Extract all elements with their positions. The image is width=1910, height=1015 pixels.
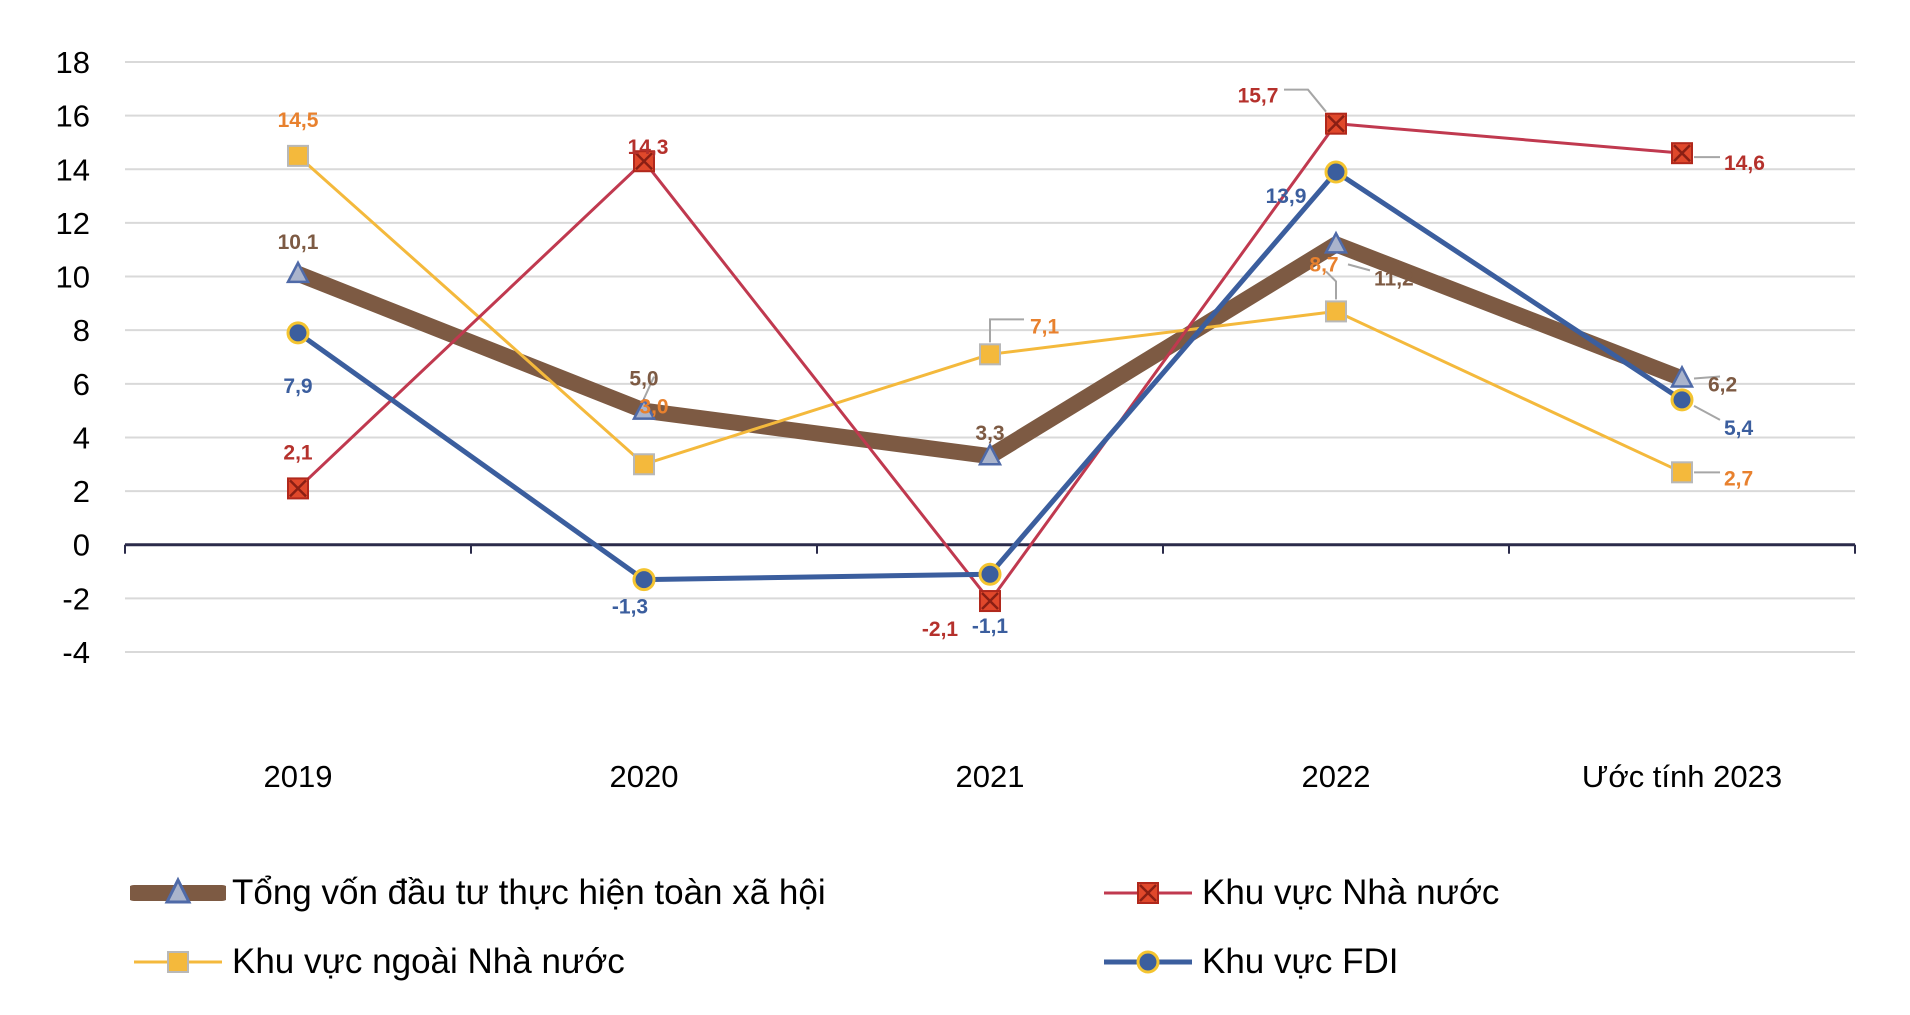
x-tick-label: 2022 xyxy=(1302,759,1371,794)
point-marker xyxy=(1325,300,1347,323)
x-axis xyxy=(124,543,1856,554)
leader-line xyxy=(1325,270,1337,300)
data-label: 13,9 xyxy=(1266,185,1307,208)
x-axis-ticks: 2019 2020 2021 2022 Ước tính 2023 xyxy=(264,759,1783,794)
series-2 xyxy=(287,144,1693,484)
data-label: 8,7 xyxy=(1309,253,1338,276)
leader-line xyxy=(1284,88,1327,113)
point-marker xyxy=(1670,388,1694,412)
y-tick-label: 4 xyxy=(73,420,90,455)
x-tick-label: 2021 xyxy=(956,759,1025,794)
series-0 xyxy=(285,230,1695,466)
series-group xyxy=(285,112,1695,613)
point-marker xyxy=(1671,142,1693,165)
label-leader-lines xyxy=(643,88,1721,474)
series-3 xyxy=(286,160,1694,592)
data-label: 15,7 xyxy=(1238,85,1279,108)
point-marker xyxy=(1324,160,1348,184)
point-marker xyxy=(979,590,1001,613)
data-label: 10,1 xyxy=(278,231,319,254)
data-label: 2,1 xyxy=(283,441,313,464)
y-tick-label: 16 xyxy=(56,99,90,134)
point-marker xyxy=(978,562,1002,586)
data-label: 14,3 xyxy=(628,136,669,159)
y-tick-label: 0 xyxy=(73,528,90,563)
y-tick-label: 2 xyxy=(73,474,90,509)
data-labels: 10,1 5,0 3,3 11,2 6,2 2,1 14,3 -2,1 15,7 14,6 14,5… xyxy=(278,85,1765,641)
y-tick-label: -2 xyxy=(62,581,90,616)
data-label: 7,9 xyxy=(283,375,312,398)
point-marker xyxy=(1323,230,1349,254)
data-label: -2,1 xyxy=(922,618,959,641)
point-marker xyxy=(287,144,309,167)
y-axis-ticks: -4 -2 0 2 4 6 8 10 12 14 16 18 xyxy=(56,45,90,670)
point-marker xyxy=(631,396,657,420)
x-tick-label: 2020 xyxy=(610,759,679,794)
series-1 xyxy=(287,112,1693,613)
y-tick-label: 6 xyxy=(73,367,90,402)
leader-line xyxy=(643,376,655,400)
x-tick-label: Ước tính 2023 xyxy=(1582,759,1782,794)
data-label: -1,3 xyxy=(612,596,648,619)
leader-line xyxy=(1693,405,1721,421)
y-tick-label: 14 xyxy=(56,152,90,187)
point-marker xyxy=(287,477,309,500)
data-label: 6,2 xyxy=(1708,373,1737,396)
y-tick-label: 18 xyxy=(56,45,90,80)
point-marker xyxy=(632,568,656,592)
data-label: 3,3 xyxy=(975,422,1004,445)
leader-line xyxy=(1693,375,1721,380)
leader-line xyxy=(989,318,1024,343)
point-marker xyxy=(285,260,311,284)
data-label: 5,0 xyxy=(629,368,658,391)
point-marker xyxy=(286,321,310,345)
data-label: 14,5 xyxy=(278,109,319,132)
data-label: 7,1 xyxy=(1030,315,1060,338)
point-marker xyxy=(1669,364,1695,388)
point-marker xyxy=(1671,461,1693,484)
y-tick-label: 8 xyxy=(73,313,90,348)
point-marker xyxy=(1325,112,1347,135)
data-label: -1,1 xyxy=(972,615,1009,638)
data-label: 3,0 xyxy=(639,395,668,418)
data-label: 14,6 xyxy=(1724,152,1765,175)
point-marker xyxy=(633,453,655,476)
leader-line xyxy=(1347,263,1371,272)
data-label: 2,7 xyxy=(1724,467,1753,490)
y-tick-label: 10 xyxy=(56,260,90,295)
point-marker xyxy=(977,442,1003,466)
data-label: 5,4 xyxy=(1724,417,1754,440)
y-tick-label: -4 xyxy=(62,635,90,670)
data-label: 11,2 xyxy=(1374,267,1414,290)
y-tick-label: 12 xyxy=(56,206,90,241)
x-tick-label: 2019 xyxy=(264,759,333,794)
point-marker xyxy=(979,343,1001,366)
point-marker xyxy=(633,150,655,173)
